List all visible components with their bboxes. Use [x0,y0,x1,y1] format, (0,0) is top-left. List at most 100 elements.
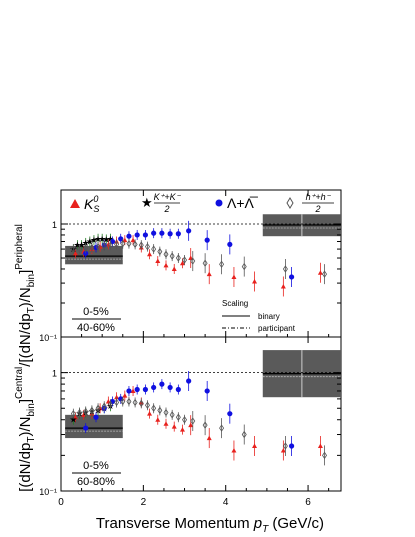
legend: K0 S ★ K⁺+K⁻ 2 Λ+Λ̅ h⁺+h⁻ 2 Scaling binar… [70,192,334,333]
data-point-lambda [151,230,157,236]
data-point-kpm: ★ [78,240,86,250]
data-point-k0s [72,414,78,420]
top-ratio-numerator: 0-5% [83,306,109,318]
data-point-k0s [155,417,161,422]
data-point-hpm [107,400,113,409]
x-tick-label: 2 [141,497,147,508]
data-point-k0s [122,393,128,398]
data-point-k0s [317,270,323,275]
data-point-k0s [122,237,128,243]
legend-k0s: K0 S [84,194,99,214]
top-ratio-denominator: 40-60% [77,322,115,334]
legend-lambda: Λ+Λ̅ [227,195,259,211]
data-point-lambda [288,443,295,449]
data-point-k0s [130,237,136,243]
data-point-kpm: ★ [82,238,90,248]
data-point-k0s [179,260,185,266]
data-point-k0s [114,394,120,400]
data-point-lambda [167,384,173,391]
data-point-lambda [204,388,210,394]
data-point-k0s [280,283,286,289]
data-point-hpm [144,401,150,409]
bottom-ratio-numerator: 0-5% [83,460,109,472]
data-point-lambda [83,425,89,431]
data-point-kpm: ★ [106,234,114,244]
data-point-hpm [120,239,126,248]
data-point-hpm [101,402,107,410]
data-point-k0s [252,443,258,448]
data-point-hpm [219,424,225,432]
data-point-hpm [157,406,163,415]
x-tick-label: 4 [223,497,229,508]
data-point-k0s [147,251,153,257]
legend-participant: participant [258,324,296,333]
data-point-hpm [182,416,188,424]
x-axis-label: Transverse Momentum pT (GeV/c) [96,515,324,535]
data-point-hpm [83,244,89,252]
data-point-hpm [202,421,208,429]
data-point-hpm [132,398,138,407]
data-point-k0s [188,422,194,428]
data-point-hpm [138,241,144,249]
data-point-kpm: ★ [94,234,102,244]
data-point-lambda [83,250,89,256]
data-point-hpm [241,430,247,439]
data-point-k0s [231,274,237,279]
data-point-hpm [107,241,113,249]
data-point-hpm [169,252,175,260]
data-point-hpm [77,408,83,417]
data-point-lambda [126,233,132,239]
data-point-hpm [241,262,247,271]
data-point-k0s [147,411,153,416]
data-point-k0s [317,443,323,448]
data-point-k0s [206,435,212,441]
x-tick-label: 0 [58,497,64,508]
legend-binary: binary [258,312,280,321]
data-point-k0s [72,250,78,256]
data-point-lambda [204,237,210,243]
data-point-hpm [95,404,101,412]
data-point-hpm [163,250,169,258]
legend-hpm-marker [286,197,294,209]
y-axis-label-text: [(dN/dpT)/Nbin]Central/[(dN/dpT)/Nbin]Pe… [14,224,37,492]
data-point-hpm [120,397,126,406]
legend-lambda-marker [215,199,223,207]
data-point-hpm [282,265,288,273]
data-point-hpm [182,256,188,264]
data-point-hpm [163,408,169,417]
data-point-lambda [93,414,99,420]
data-point-hpm [219,260,225,269]
data-point-k0s [130,388,136,393]
data-point-lambda [126,388,132,394]
data-point-lambda [186,228,192,234]
data-point-lambda [142,386,149,393]
data-point-hpm [89,406,95,415]
data-point-lambda [288,274,295,280]
data-point-lambda [134,232,140,238]
data-point-lambda [175,386,181,393]
data-point-lambda [167,231,173,237]
data-point-lambda [159,381,165,387]
data-point-kpm: ★ [69,415,77,425]
data-point-hpm [151,404,157,412]
data-point-hpm [83,407,89,416]
legend-scaling-title: Scaling [222,299,248,308]
legend-k0s-marker [70,199,80,208]
data-point-k0s [163,262,169,268]
data-point-hpm [138,399,144,408]
data-point-hpm [169,411,175,419]
data-point-hpm [151,245,157,253]
legend-hpm-num: h⁺+h⁻ [306,192,332,202]
data-point-hpm [95,242,101,251]
data-point-kpm: ★ [90,235,98,245]
data-point-hpm [114,240,120,249]
data-point-hpm [322,270,328,278]
legend-hpm-den: 2 [314,204,320,214]
data-point-kpm: ★ [102,234,110,244]
data-point-k0s [231,447,237,453]
data-point-kpm: ★ [73,240,81,250]
top-ratio-label: 0-5% 40-60% [72,306,121,334]
